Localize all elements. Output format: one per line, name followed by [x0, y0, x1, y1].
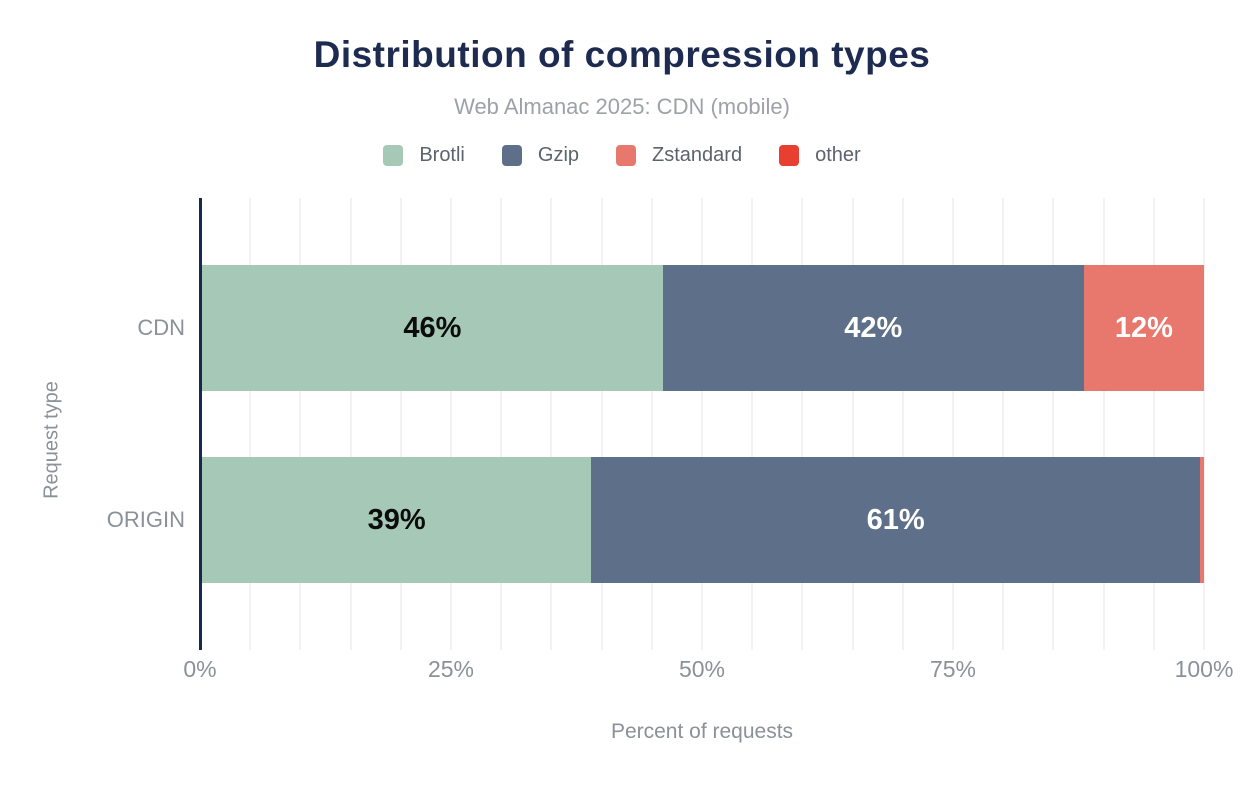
category-label-cdn: CDN	[137, 315, 185, 340]
gridline	[1152, 198, 1155, 650]
bar-row-origin: 39% 61%	[202, 457, 1204, 583]
gridline	[851, 198, 854, 650]
legend-label-zstandard: Zstandard	[652, 144, 743, 166]
bar-value-label: 61%	[866, 503, 925, 536]
gridline	[650, 198, 653, 650]
gridline	[751, 198, 754, 650]
bar-row-cdn: 46% 42% 12%	[202, 265, 1204, 391]
gridline	[399, 198, 402, 650]
plot-area: 46% 42% 12% 39% 61%	[199, 198, 1205, 650]
gridline	[1052, 198, 1055, 650]
bar-segment-cdn-brotli[interactable]: 46%	[202, 265, 663, 391]
legend-label-brotli: Brotli	[419, 144, 465, 166]
legend-swatch-zstandard-icon	[616, 145, 637, 166]
gridline	[500, 198, 503, 650]
legend-item-zstandard[interactable]: Zstandard	[616, 144, 742, 167]
bar-value-label: 42%	[844, 311, 903, 344]
gridline	[299, 198, 302, 650]
category-label-origin: ORIGIN	[106, 507, 185, 532]
bar-segment-cdn-zstandard[interactable]: 12%	[1083, 265, 1204, 391]
x-axis-title: Percent of requests	[610, 720, 794, 743]
gridline	[1102, 198, 1105, 650]
legend-label-gzip: Gzip	[537, 144, 580, 166]
gridline	[600, 198, 603, 650]
legend: Brotli Gzip Zstandard other	[0, 144, 1244, 167]
gridline	[450, 198, 452, 650]
bar-value-label: 12%	[1114, 311, 1173, 344]
gridline	[1002, 198, 1005, 650]
gridline	[249, 198, 252, 650]
x-axis-tick-100-: 100%	[1174, 656, 1234, 682]
y-axis-line	[199, 198, 202, 650]
bar-segment-origin-zstandard[interactable]	[1200, 457, 1204, 583]
legend-swatch-gzip-icon	[501, 145, 522, 166]
gridline	[1203, 198, 1205, 650]
x-axis-tick-25-: 25%	[427, 656, 475, 682]
x-axis-tick-50-: 50%	[678, 656, 726, 682]
bar-value-label: 46%	[403, 311, 462, 344]
legend-label-other: other	[815, 144, 861, 166]
bar-segment-cdn-gzip[interactable]: 42%	[662, 265, 1084, 391]
legend-swatch-brotli-icon	[383, 145, 404, 166]
gridline	[952, 198, 954, 650]
gridline	[701, 198, 703, 650]
bar-segment-origin-gzip[interactable]: 61%	[591, 457, 1201, 583]
x-axis-tick-75-: 75%	[929, 656, 977, 682]
x-axis-tick-0-: 0%	[183, 656, 217, 682]
bar-value-label: 39%	[367, 503, 426, 536]
bar-segment-origin-brotli[interactable]: 39%	[202, 457, 592, 583]
chart-subtitle: Web Almanac 2025: CDN (mobile)	[454, 94, 790, 119]
gridline	[801, 198, 804, 650]
gridline	[349, 198, 352, 650]
legend-item-brotli[interactable]: Brotli	[383, 144, 465, 167]
gridline	[550, 198, 553, 650]
gridline	[901, 198, 904, 650]
chart-title: Distribution of compression types	[313, 34, 931, 75]
legend-item-other[interactable]: other	[779, 144, 861, 167]
legend-swatch-other-icon	[779, 145, 800, 166]
legend-item-gzip[interactable]: Gzip	[501, 144, 580, 167]
